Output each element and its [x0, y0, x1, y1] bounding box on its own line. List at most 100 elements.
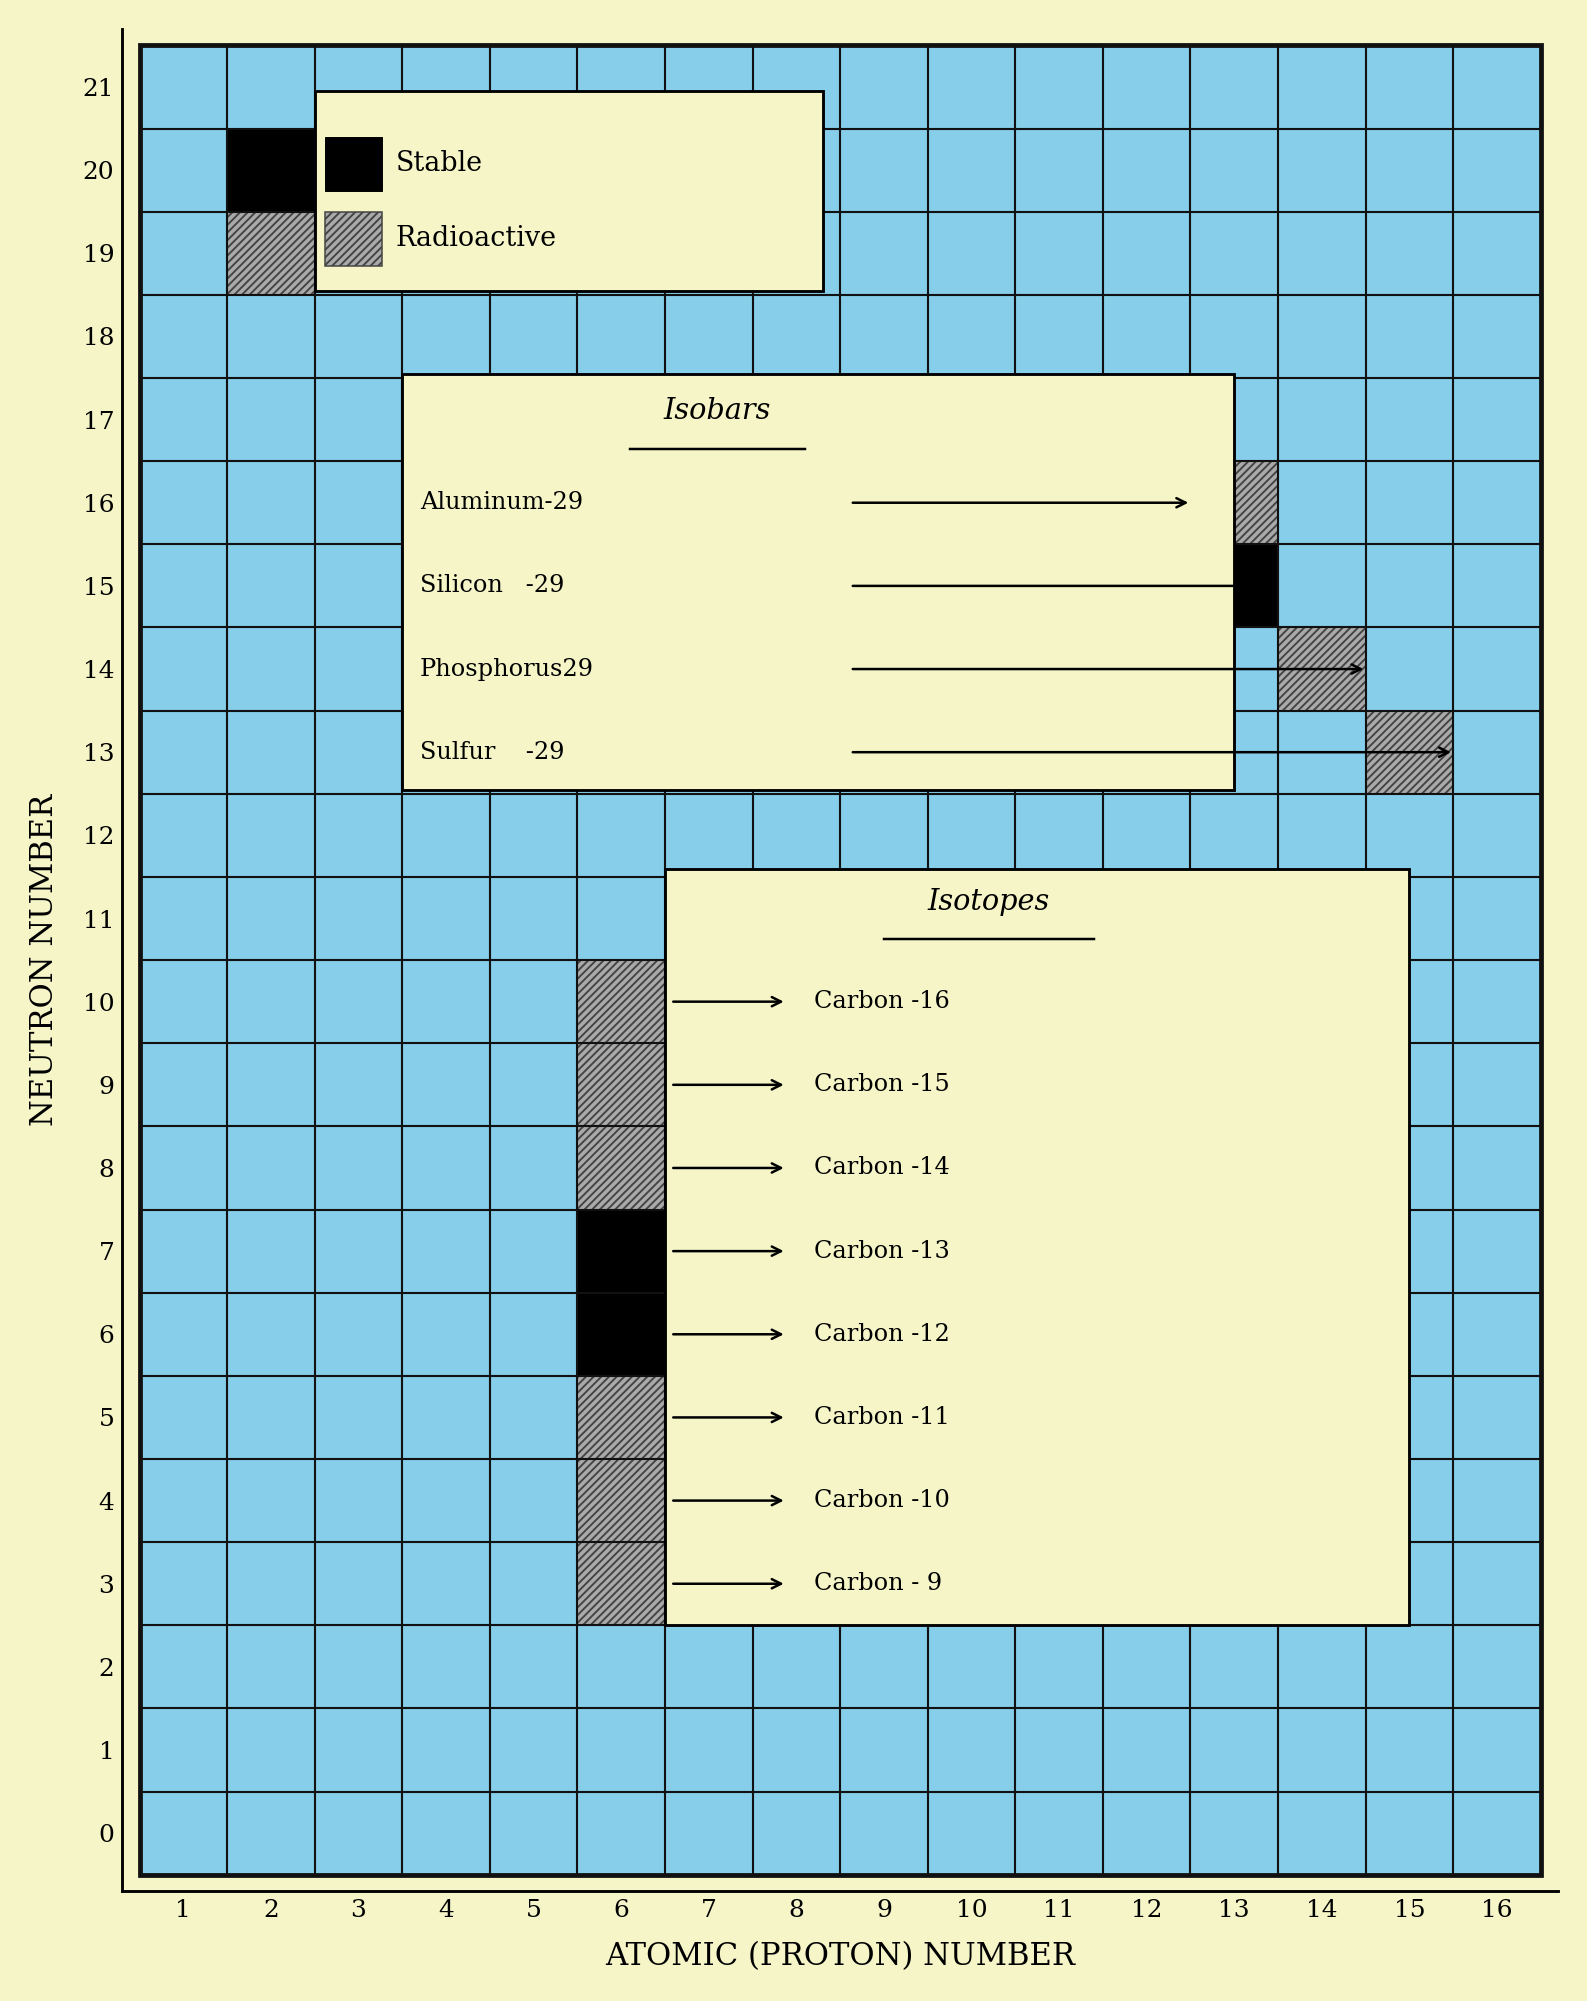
Bar — [1190, 460, 1278, 544]
Bar — [665, 1127, 752, 1209]
Text: Carbon -12: Carbon -12 — [814, 1323, 949, 1347]
Bar — [402, 212, 490, 294]
Bar — [1454, 128, 1541, 212]
Text: Carbon -16: Carbon -16 — [814, 990, 949, 1013]
Bar — [140, 46, 227, 128]
Bar — [1365, 1791, 1454, 1875]
Bar — [840, 960, 928, 1043]
Bar — [1016, 960, 1103, 1043]
Bar — [1103, 460, 1190, 544]
Bar — [1190, 544, 1278, 628]
Bar — [928, 1377, 1016, 1459]
Bar — [578, 1209, 665, 1293]
Bar — [490, 1043, 578, 1127]
Bar — [402, 294, 490, 378]
Bar — [1103, 1043, 1190, 1127]
Bar — [490, 1293, 578, 1377]
Bar — [1454, 544, 1541, 628]
Bar — [1103, 1293, 1190, 1377]
Bar — [578, 1459, 665, 1543]
Bar — [840, 876, 928, 960]
Bar — [140, 794, 227, 876]
Bar — [1190, 794, 1278, 876]
Bar — [314, 1709, 402, 1791]
Bar — [928, 1043, 1016, 1127]
Bar — [1016, 544, 1103, 628]
Bar — [314, 1791, 402, 1875]
Bar — [227, 128, 314, 212]
Bar — [314, 628, 402, 710]
Bar — [140, 1709, 227, 1791]
Bar — [928, 1127, 1016, 1209]
Bar — [665, 1377, 752, 1459]
Bar — [928, 1293, 1016, 1377]
Bar — [1103, 794, 1190, 876]
Bar — [1365, 1127, 1454, 1209]
Bar — [140, 1377, 227, 1459]
Bar — [1016, 378, 1103, 460]
Bar — [840, 1709, 928, 1791]
Bar — [665, 46, 752, 128]
Text: Carbon -15: Carbon -15 — [814, 1073, 949, 1097]
Bar — [140, 1209, 227, 1293]
Bar — [227, 1625, 314, 1709]
Bar — [490, 46, 578, 128]
Bar — [665, 1293, 752, 1377]
Bar — [314, 1209, 402, 1293]
Bar — [928, 960, 1016, 1043]
Bar — [928, 46, 1016, 128]
Bar — [1016, 1127, 1103, 1209]
Bar — [665, 1543, 752, 1625]
Text: Carbon -11: Carbon -11 — [814, 1407, 949, 1429]
Bar — [402, 1791, 490, 1875]
Bar — [1278, 628, 1365, 710]
Bar — [140, 1791, 227, 1875]
Bar — [402, 1377, 490, 1459]
Bar — [314, 46, 402, 128]
Bar — [840, 710, 928, 794]
Bar — [752, 1543, 840, 1625]
Bar — [752, 1791, 840, 1875]
Bar — [1103, 378, 1190, 460]
Bar — [490, 876, 578, 960]
Bar — [314, 378, 402, 460]
Bar — [140, 1127, 227, 1209]
Bar — [402, 1043, 490, 1127]
Bar — [578, 1543, 665, 1625]
Bar — [1278, 1791, 1365, 1875]
Bar — [1365, 544, 1454, 628]
Bar — [840, 294, 928, 378]
Bar — [1365, 1293, 1454, 1377]
Bar — [314, 960, 402, 1043]
Bar — [665, 1791, 752, 1875]
Bar — [752, 46, 840, 128]
Bar — [928, 710, 1016, 794]
Bar — [1454, 960, 1541, 1043]
Bar — [227, 128, 314, 212]
Bar — [1365, 960, 1454, 1043]
Bar — [928, 628, 1016, 710]
Bar — [1190, 960, 1278, 1043]
Bar — [665, 710, 752, 794]
Bar — [1365, 1459, 1454, 1543]
Bar — [314, 128, 402, 212]
Bar — [665, 1043, 752, 1127]
Bar — [665, 1709, 752, 1791]
Bar — [928, 1209, 1016, 1293]
Bar — [752, 960, 840, 1043]
Bar — [227, 710, 314, 794]
Bar — [752, 1709, 840, 1791]
Bar — [665, 794, 752, 876]
Bar — [1103, 1709, 1190, 1791]
Bar — [227, 460, 314, 544]
Bar — [928, 1459, 1016, 1543]
Bar — [314, 1377, 402, 1459]
Bar — [665, 128, 752, 212]
Bar — [752, 544, 840, 628]
Text: Isobars: Isobars — [663, 398, 771, 426]
Bar — [840, 1791, 928, 1875]
Bar — [1278, 628, 1365, 710]
Bar — [140, 294, 227, 378]
Bar — [227, 294, 314, 378]
Bar — [578, 378, 665, 460]
